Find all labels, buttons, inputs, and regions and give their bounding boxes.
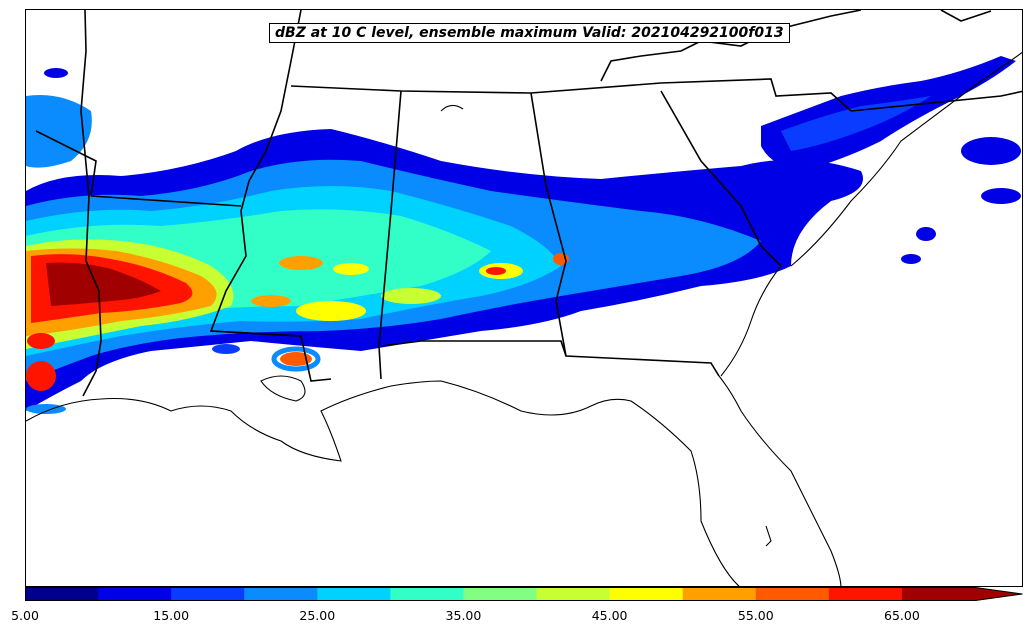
coast-la-delta xyxy=(260,375,306,402)
colorbar-segment xyxy=(828,587,903,601)
lake-fl xyxy=(765,525,772,547)
coast-atlantic xyxy=(720,265,782,377)
colorbar-segment xyxy=(171,587,245,601)
border-ms-river xyxy=(209,10,302,337)
border-ar-north xyxy=(90,195,242,207)
cell-al-4 xyxy=(381,288,441,304)
cell-ne-far xyxy=(961,137,1021,165)
boundaries xyxy=(35,10,1022,397)
colorbar-extend-arrow xyxy=(975,587,1023,601)
cell-gulf xyxy=(26,404,66,414)
colorbar-tick-label: 65.00 xyxy=(884,608,920,623)
cell-ga-3 xyxy=(553,253,569,265)
colorbar-tick-label: 35.00 xyxy=(445,608,482,623)
colorbar-segment xyxy=(901,587,976,601)
border-ok-ar xyxy=(35,130,97,197)
colorbar-segment xyxy=(609,587,684,601)
lake-1 xyxy=(440,104,464,112)
colorbar-segment xyxy=(463,587,538,601)
colorbar xyxy=(25,587,1023,601)
cell-ok xyxy=(44,68,68,78)
border-la-south xyxy=(210,330,332,382)
cell-sc-2 xyxy=(916,227,936,241)
reflectivity-field xyxy=(26,56,1021,414)
colorbar-segment xyxy=(244,587,318,601)
colorbar-segment xyxy=(317,587,391,601)
border-al-ga xyxy=(530,92,567,357)
cell-al-3 xyxy=(296,301,366,321)
cell-west-1 xyxy=(27,333,55,349)
cell-sc xyxy=(981,188,1021,204)
echo-nw-cluster xyxy=(26,95,92,168)
cell-west-2 xyxy=(26,361,56,391)
border-tn-north xyxy=(290,78,852,112)
cell-al-2 xyxy=(333,263,369,275)
colorbar-tick-label: 55.00 xyxy=(737,608,774,623)
coast-texas-la xyxy=(26,380,740,586)
cell-ms-2 xyxy=(212,344,240,354)
cell-al-1 xyxy=(279,256,323,270)
coastline xyxy=(26,51,1022,586)
cell-sc-3 xyxy=(901,254,921,264)
border-ga-fl xyxy=(380,340,720,377)
border-ga-sc xyxy=(660,90,782,267)
border-ms-al xyxy=(378,90,402,380)
colorbar-tick-label: 15.00 xyxy=(153,608,190,623)
map-title: dBZ at 10 C level, ensemble maximum Vali… xyxy=(269,23,790,43)
coast-carolinas xyxy=(790,51,1022,267)
colorbar-segment xyxy=(536,587,611,601)
cell-ms-1 xyxy=(251,295,291,307)
map-panel: dBZ at 10 C level, ensemble maximum Vali… xyxy=(25,9,1023,587)
colorbar-outline xyxy=(25,587,1023,601)
cell-la-outer xyxy=(271,346,321,372)
colorbar-tick-label: 45.00 xyxy=(591,608,628,623)
colorbar-tick-label: 5.00 xyxy=(11,608,39,623)
coast-florida-east xyxy=(718,375,842,586)
echo-ne-cluster-inner xyxy=(781,96,931,151)
border-va-nc xyxy=(850,90,1022,112)
echo-65-plus xyxy=(46,262,161,306)
border-ohio xyxy=(940,10,992,22)
cell-la xyxy=(280,352,312,366)
colorbar-segment xyxy=(25,587,99,601)
colorbar-segment xyxy=(682,587,757,601)
border-ky xyxy=(600,10,862,82)
colorbar-tick-label: 25.00 xyxy=(299,608,336,623)
colorbar-segment xyxy=(755,587,830,601)
cell-ga-2 xyxy=(486,267,506,275)
colorbar-segment xyxy=(390,587,464,601)
reflectivity-map xyxy=(26,10,1022,586)
colorbar-segment xyxy=(98,587,172,601)
border-ar-la-ms xyxy=(80,10,102,397)
